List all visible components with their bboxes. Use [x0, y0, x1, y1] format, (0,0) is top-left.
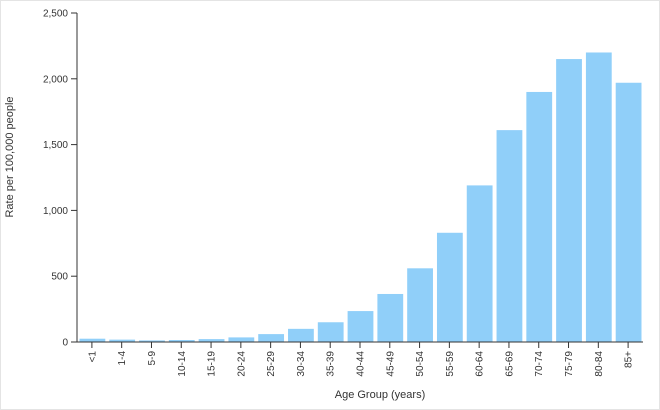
x-tick-label: 15-19	[207, 351, 218, 377]
x-axis-title: Age Group (years)	[335, 389, 425, 401]
bar[interactable]	[228, 337, 255, 342]
x-tick-label: 50-54	[415, 351, 426, 377]
y-tick-label: 1,000	[43, 206, 68, 217]
x-tick-label: 65-69	[504, 351, 515, 377]
x-tick-label: 30-34	[296, 351, 307, 377]
x-tick-label: 60-64	[475, 351, 486, 377]
y-tick-label: 500	[51, 272, 68, 283]
bar[interactable]	[436, 232, 463, 342]
bar[interactable]	[198, 339, 225, 342]
x-tick-label: 20-24	[236, 351, 247, 377]
bar[interactable]	[317, 322, 344, 342]
bar[interactable]	[139, 340, 165, 342]
x-tick-label: 45-49	[385, 351, 396, 377]
bar[interactable]	[466, 185, 493, 342]
bar[interactable]	[168, 340, 195, 342]
bar[interactable]	[79, 338, 106, 342]
bar[interactable]	[288, 328, 314, 342]
x-axis: <1 1-4 5-9 10-14 15-19 20-24 25-29 30-34 35-39 40…	[77, 341, 643, 377]
x-tick-label: 1-4	[117, 351, 128, 366]
bar[interactable]	[377, 293, 404, 342]
bar[interactable]	[496, 130, 523, 342]
bar[interactable]	[258, 334, 285, 342]
x-tick-label: 25-29	[266, 351, 277, 377]
y-axis: 0 500 1,000 1,500 2,000 2,500	[43, 9, 78, 349]
bar[interactable]	[556, 59, 582, 343]
x-tick-label: 35-39	[326, 351, 337, 377]
bar[interactable]	[407, 268, 433, 342]
x-tick-label: 80-84	[594, 351, 605, 377]
x-tick-label: 10-14	[177, 351, 188, 377]
y-tick-label: 1,500	[43, 140, 68, 151]
x-tick-label: 75-79	[564, 351, 575, 377]
x-tick-label: <1	[87, 351, 98, 363]
bar[interactable]	[615, 82, 642, 343]
y-tick-label: 2,000	[43, 74, 68, 85]
y-tick-label: 2,500	[43, 9, 68, 20]
x-tick-label: 40-44	[356, 351, 367, 377]
bars-group	[79, 52, 642, 343]
x-tick-label: 85+	[624, 351, 635, 368]
bar[interactable]	[585, 52, 612, 342]
bar[interactable]	[109, 339, 136, 342]
x-tick-label: 70-74	[534, 351, 545, 377]
y-tick-label: 0	[62, 338, 68, 349]
x-tick-label: 55-59	[445, 351, 456, 377]
y-axis-title: Rate per 100,000 people	[4, 96, 16, 217]
bar[interactable]	[347, 311, 374, 342]
bar[interactable]	[526, 91, 553, 343]
x-tick-label: 5-9	[147, 351, 158, 366]
